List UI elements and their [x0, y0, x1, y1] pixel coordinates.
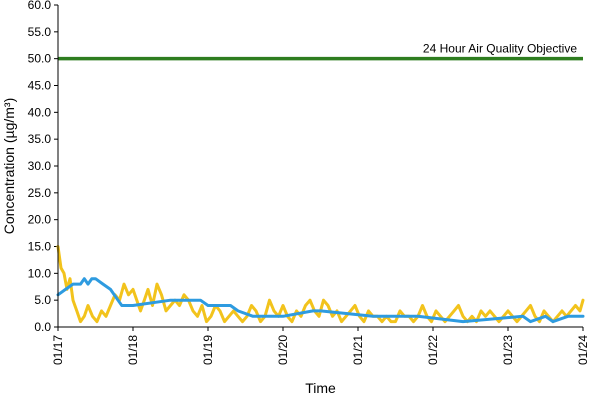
x-tick-label: 01/19 — [201, 335, 215, 365]
x-axis-title: Time — [305, 380, 336, 396]
y-tick-label: 35.0 — [28, 132, 52, 146]
objective-label: 24 Hour Air Quality Objective — [423, 42, 577, 56]
y-tick-label: 50.0 — [28, 52, 52, 66]
x-tick-label: 01/20 — [276, 335, 290, 365]
x-tick-label: 01/21 — [351, 335, 365, 365]
x-tick-label: 01/23 — [501, 335, 515, 365]
x-tick-label: 01/18 — [126, 335, 140, 365]
y-tick-label: 20.0 — [28, 213, 52, 227]
y-tick-label: 40.0 — [28, 105, 52, 119]
series-line-2 — [56, 277, 585, 324]
y-tick-label: 25.0 — [28, 186, 52, 200]
y-axis-ticks: 0.0 5.0 10.0 15.0 20.0 25.0 30.0 35.0 40.0 45.0 50… — [28, 0, 58, 334]
y-tick-label: 45.0 — [28, 79, 52, 93]
y-tick-label: 0.0 — [34, 320, 51, 334]
series-layer — [56, 245, 585, 324]
y-tick-label: 30.0 — [28, 159, 52, 173]
x-axis-ticks: 01/17 01/18 01/19 01/20 01/21 01/22 01/23 01/24 — [51, 327, 590, 365]
y-tick-label: 60.0 — [28, 0, 52, 12]
objective-layer: 24 Hour Air Quality Objective — [58, 42, 583, 61]
y-axis-title: Concentration (µg/m³) — [1, 98, 17, 234]
y-tick-label: 5.0 — [34, 293, 51, 307]
y-tick-label: 10.0 — [28, 266, 52, 280]
y-tick-label: 15.0 — [28, 240, 52, 254]
y-tick-label: 55.0 — [28, 25, 52, 39]
x-tick-label: 01/24 — [576, 335, 590, 365]
x-tick-label: 01/17 — [51, 335, 65, 365]
x-tick-label: 01/22 — [426, 335, 440, 365]
